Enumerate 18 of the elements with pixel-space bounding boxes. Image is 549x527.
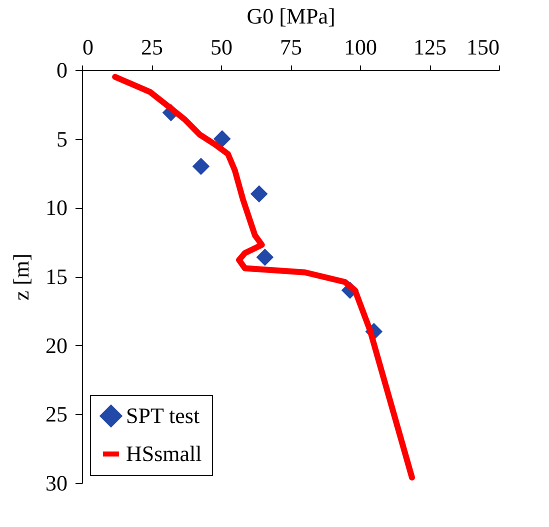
x-tick-label: 100 (344, 34, 377, 60)
x-tick-label: 150 (466, 34, 500, 60)
y-tick-label: 20 (46, 332, 68, 358)
x-tick-label: 0 (82, 34, 94, 60)
y-tick-label: 30 (46, 470, 68, 496)
y-tick-label: 10 (46, 195, 68, 220)
y-axis-title: z [m] (8, 253, 34, 301)
x-tick-label: 25 (141, 34, 163, 60)
x-tick-label: 125 (414, 34, 446, 60)
y-tick-label: 25 (46, 402, 68, 427)
x-tick-label: 50 (210, 34, 232, 60)
legend-label: SPT test (126, 403, 200, 428)
x-axis-title: G0 [MPa] (246, 4, 336, 28)
legend-label: HSsmall (126, 441, 202, 466)
y-tick-label: 15 (46, 264, 68, 289)
y-tick-label: 5 (56, 126, 68, 152)
y-tick-label: 0 (56, 58, 68, 82)
x-tick-label: 75 (280, 34, 302, 60)
